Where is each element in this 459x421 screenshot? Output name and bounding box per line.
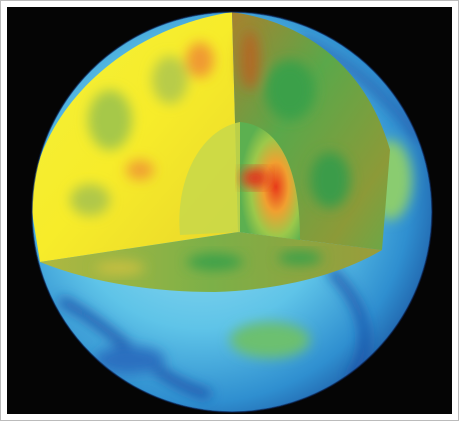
left-face-pattern xyxy=(70,42,214,216)
sphere xyxy=(32,12,432,412)
core-hotspot xyxy=(241,168,269,188)
right-face-pattern xyxy=(240,30,350,208)
core-left xyxy=(179,122,240,235)
floor-pattern xyxy=(95,251,322,275)
core-right xyxy=(240,122,300,240)
sphere-outline xyxy=(31,11,433,413)
